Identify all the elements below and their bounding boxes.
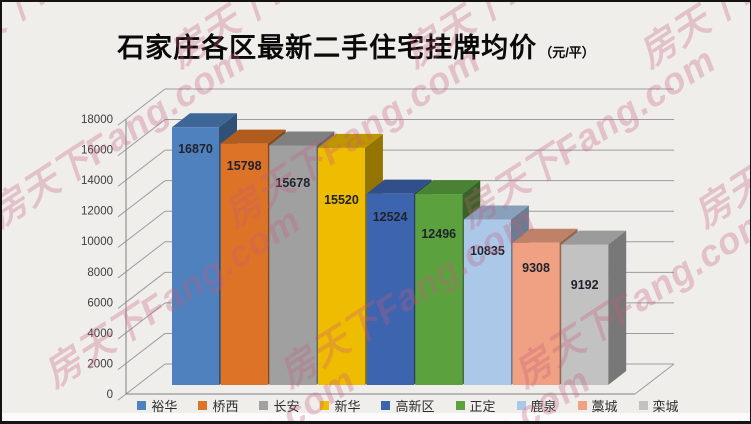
bar-value-label: 15798	[227, 159, 262, 173]
y-axis-tick-label: 6000	[87, 297, 113, 309]
y-axis-tick-label: 10000	[81, 236, 113, 248]
y-axis-tick-label: 8000	[87, 267, 113, 279]
legend-swatch	[455, 401, 465, 410]
legend-item-裕华: 裕华	[137, 396, 177, 415]
bar-top-藁城	[512, 228, 578, 243]
bar-value-label: 9308	[522, 261, 550, 275]
bar-value-label: 12496	[421, 227, 456, 241]
y-axis-tick-label: 2000	[87, 358, 113, 370]
bar-栾城	[561, 244, 609, 385]
legend-label: 正定	[469, 399, 496, 414]
y-axis-tick-label: 0	[107, 389, 113, 401]
legend-label: 裕华	[151, 399, 178, 414]
legend-label: 新华	[334, 399, 361, 414]
legend-item-鹿泉: 鹿泉	[516, 396, 557, 415]
legend-item-栾城: 栾城	[638, 396, 679, 415]
y-axis-tick-label: 14000	[81, 175, 113, 187]
legend-item-长安: 长安	[259, 396, 299, 415]
axis-tick	[117, 363, 166, 401]
bottom-white-band	[2, 413, 750, 421]
bar-value-label: 15678	[275, 176, 310, 190]
axis-tick	[117, 333, 166, 370]
bar-top-鹿泉	[463, 205, 529, 220]
legend-swatch	[259, 401, 269, 410]
legend-label: 长安	[273, 399, 300, 414]
legend-swatch	[381, 401, 391, 410]
y-axis-tick-label: 18000	[81, 114, 113, 126]
axis-tick	[117, 119, 166, 157]
bar-top-桥西	[220, 129, 286, 144]
legend-item-藁城: 藁城	[577, 396, 618, 415]
chart-legend: 裕华 桥西 长安 新华 高新区 正定 鹿泉 藁城 栾城	[88, 396, 728, 415]
axis-tick	[117, 88, 166, 126]
axis-tick	[117, 210, 166, 248]
bar-top-裕华	[172, 113, 237, 128]
axis-tick	[117, 271, 166, 309]
chart-title-text: 石家庄各区最新二手住宅挂牌均价	[117, 33, 538, 63]
legend-label: 栾城	[652, 399, 679, 414]
axis-tick	[117, 149, 166, 187]
chart-title-unit: （元/平）	[539, 45, 595, 60]
bar-value-label: 9192	[571, 278, 599, 292]
bar-top-长安	[269, 131, 335, 146]
legend-item-正定: 正定	[455, 396, 496, 415]
bar-藁城	[512, 242, 560, 385]
axis-tick	[117, 241, 166, 279]
bar-新华	[317, 147, 365, 385]
bar-正定	[415, 194, 463, 385]
legend-item-新华: 新华	[320, 396, 360, 415]
bar-top-高新区	[366, 179, 432, 194]
legend-item-高新区: 高新区	[381, 396, 435, 415]
bar-value-label: 12524	[373, 210, 408, 224]
y-axis-tick-label: 16000	[81, 145, 113, 157]
bar-长安	[269, 145, 317, 385]
legend-swatch	[577, 401, 587, 410]
axis-tick	[117, 302, 166, 340]
floor-right-edge	[634, 363, 675, 395]
bar-top-正定	[415, 180, 481, 195]
legend-swatch	[638, 401, 648, 410]
legend-swatch	[198, 401, 208, 410]
legend-label: 高新区	[395, 399, 435, 414]
legend-swatch	[137, 401, 147, 410]
bar-裕华	[172, 127, 219, 385]
bar-value-label: 10835	[470, 244, 505, 258]
bar-鹿泉	[463, 219, 511, 385]
axis-tick	[117, 180, 166, 218]
legend-item-桥西: 桥西	[198, 396, 238, 415]
legend-label: 藁城	[591, 399, 618, 414]
y-axis-tick-label: 12000	[81, 206, 113, 218]
bar-桥西	[220, 143, 268, 385]
bar-value-label: 16870	[178, 142, 213, 156]
bar-top-栾城	[561, 230, 627, 245]
bar-side-栾城	[608, 230, 627, 385]
bar-top-新华	[317, 133, 383, 148]
bar-value-label: 15520	[324, 193, 359, 207]
bar-高新区	[366, 193, 414, 385]
y-axis-tick-label: 4000	[87, 328, 113, 340]
chart-title: 石家庄各区最新二手住宅挂牌均价 （元/平）	[117, 26, 595, 65]
legend-label: 鹿泉	[530, 399, 557, 414]
legend-swatch	[320, 401, 330, 410]
legend-label: 桥西	[212, 399, 239, 414]
legend-swatch	[516, 401, 526, 410]
